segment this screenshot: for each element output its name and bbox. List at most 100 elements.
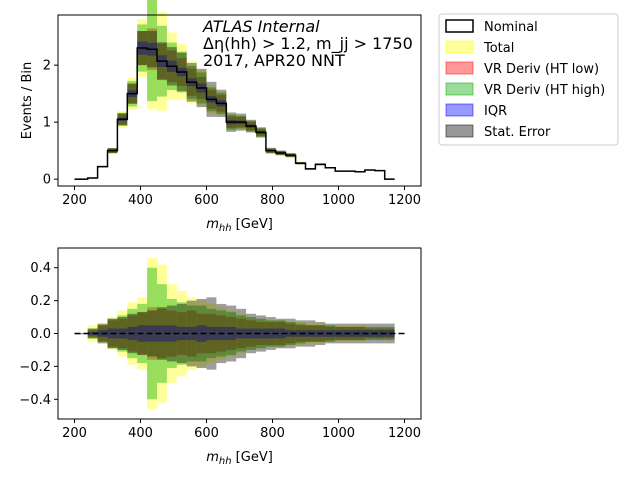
ratio-band-bin: [176, 303, 187, 364]
legend-item-vr-deriv-ht-low: VR Deriv (HT low): [445, 61, 599, 77]
top-x-axis-label: mhh [GeV]: [206, 217, 273, 234]
x-tick-label: 1000: [322, 426, 355, 441]
x-tick-label: 400: [128, 193, 153, 208]
ratio-band-bin: [265, 328, 276, 339]
bottom-x-ticks: 200 400 600 800 1000 1200: [62, 419, 421, 441]
ratio-band-bin: [275, 320, 286, 347]
ratio-band-bin: [275, 328, 286, 339]
legend-item-nominal: Nominal: [445, 19, 538, 35]
ratio-band-bin: [157, 325, 167, 342]
legend-item-total: Total: [445, 40, 514, 56]
top-axes-frame: [57, 14, 422, 187]
ratio-band-bin: [74, 333, 88, 335]
ratio-band-bin: [374, 328, 385, 339]
y-tick-label: 0.0: [30, 327, 51, 342]
selection-label: Δη(hh) > 1.2, m_jj > 1750: [203, 34, 413, 54]
bottom-x-axis-label: mhh [GeV]: [206, 450, 273, 467]
ratio-band-bin: [275, 318, 286, 349]
y-tick-label: 0.2: [30, 294, 51, 309]
x-tick-label: 600: [194, 193, 219, 208]
ratio-band-bin: [176, 302, 187, 365]
ratio-band-bin: [265, 320, 276, 347]
x-tick-label: 1200: [388, 193, 421, 208]
y-tick-label: 0: [43, 173, 51, 188]
band-bin: [147, 0, 157, 109]
ratio-band-bin: [374, 326, 385, 341]
ratio-band-bin: [364, 330, 375, 337]
top-panel: 200 400 600 800 1000 1200 0 1 2 mhh [GeV] Event…: [20, 0, 422, 234]
ratio-band-bin: [265, 317, 276, 350]
top-x-ticks: 200 400 600 800 1000 1200: [62, 186, 421, 208]
legend-swatch: [445, 40, 474, 54]
ratio-band-bin: [176, 312, 187, 355]
legend-label: VR Deriv (HT high): [484, 83, 605, 98]
x-tick-label: 400: [128, 426, 153, 441]
ratio-band-bin: [176, 326, 187, 341]
x-tick-label: 200: [62, 426, 87, 441]
x-tick-label: 800: [260, 193, 285, 208]
legend-item-vr-deriv-ht-high: VR Deriv (HT high): [445, 82, 605, 98]
ratio-band-bin: [157, 264, 167, 403]
ratio-band-bin: [157, 284, 167, 383]
ratio-band-bin: [166, 305, 177, 362]
ratio-band-bin: [355, 326, 365, 341]
legend-swatch: [445, 61, 474, 75]
y-tick-label: 0.4: [30, 261, 51, 276]
ratio-band-bin: [265, 320, 276, 347]
y-tick-label: 1: [43, 116, 51, 131]
legend: Nominal Total VR Deriv (HT low) VR Deriv (H…: [438, 13, 619, 146]
ratio-band-bin: [166, 284, 177, 383]
y-tick-label: −0.4: [19, 393, 51, 408]
ratio-band-bin: [157, 308, 167, 359]
legend-item-stat-error: Stat. Error: [445, 124, 551, 140]
ratio-band-bin: [74, 333, 88, 335]
ratio-band-bin: [256, 318, 266, 349]
atlas-label: ATLAS Internal: [202, 17, 320, 36]
ratio-band-bin: [166, 298, 177, 369]
band-bin: [147, 0, 157, 102]
dataset-label: 2017, APR20 NNT: [203, 51, 345, 70]
ratio-band-bin: [157, 307, 167, 360]
x-tick-label: 200: [62, 193, 87, 208]
ratio-band-bin: [364, 326, 375, 341]
nominal-line: [74, 47, 395, 180]
legend-swatch: [445, 82, 474, 96]
legend-swatch: [445, 103, 474, 117]
y-tick-label: 2: [43, 59, 51, 74]
ratio-band-bin: [256, 315, 266, 352]
ratio-band-bin: [364, 326, 375, 341]
legend-swatch: [445, 19, 474, 33]
legend-label: Stat. Error: [484, 125, 551, 140]
ratio-band-bin: [364, 323, 375, 344]
ratio-band-bin: [355, 326, 365, 341]
ratio-band-bin: [166, 310, 177, 357]
legend-label: IQR: [484, 104, 507, 119]
ratio-band-bin: [74, 333, 88, 335]
ratio-band-bin: [275, 320, 286, 347]
legend-label: Nominal: [484, 20, 538, 35]
x-tick-label: 1000: [322, 193, 355, 208]
legend-label: VR Deriv (HT low): [484, 62, 599, 77]
bottom-y-ticks: −0.4 −0.2 0.0 0.2 0.4: [19, 261, 58, 408]
y-tick-label: −0.2: [19, 360, 51, 375]
ratio-band-bin: [176, 290, 187, 377]
x-tick-label: 600: [194, 426, 219, 441]
bottom-panel: 200 400 600 800 1000 1200 −0.4 −0.2 0.0 0.2 0.4 m…: [19, 247, 422, 467]
x-tick-label: 1200: [388, 426, 421, 441]
ratio-band-bin: [374, 323, 385, 344]
ratio-band-bin: [265, 321, 276, 346]
legend-label: Total: [483, 41, 514, 56]
ratio-band-bin: [275, 321, 286, 346]
ratio-band-bin: [355, 325, 365, 342]
top-y-axis-label: Events / Bin: [20, 62, 35, 139]
ratio-band-bin: [166, 325, 177, 342]
ratio-band-bin: [256, 318, 266, 349]
x-tick-label: 800: [260, 426, 285, 441]
legend-frame: [438, 13, 619, 146]
ratio-band-bin: [355, 323, 365, 344]
legend-swatch: [445, 124, 474, 138]
ratio-band-bin: [374, 330, 385, 337]
ratio-band-bin: [374, 326, 385, 341]
ratio-band-bin: [74, 333, 88, 335]
